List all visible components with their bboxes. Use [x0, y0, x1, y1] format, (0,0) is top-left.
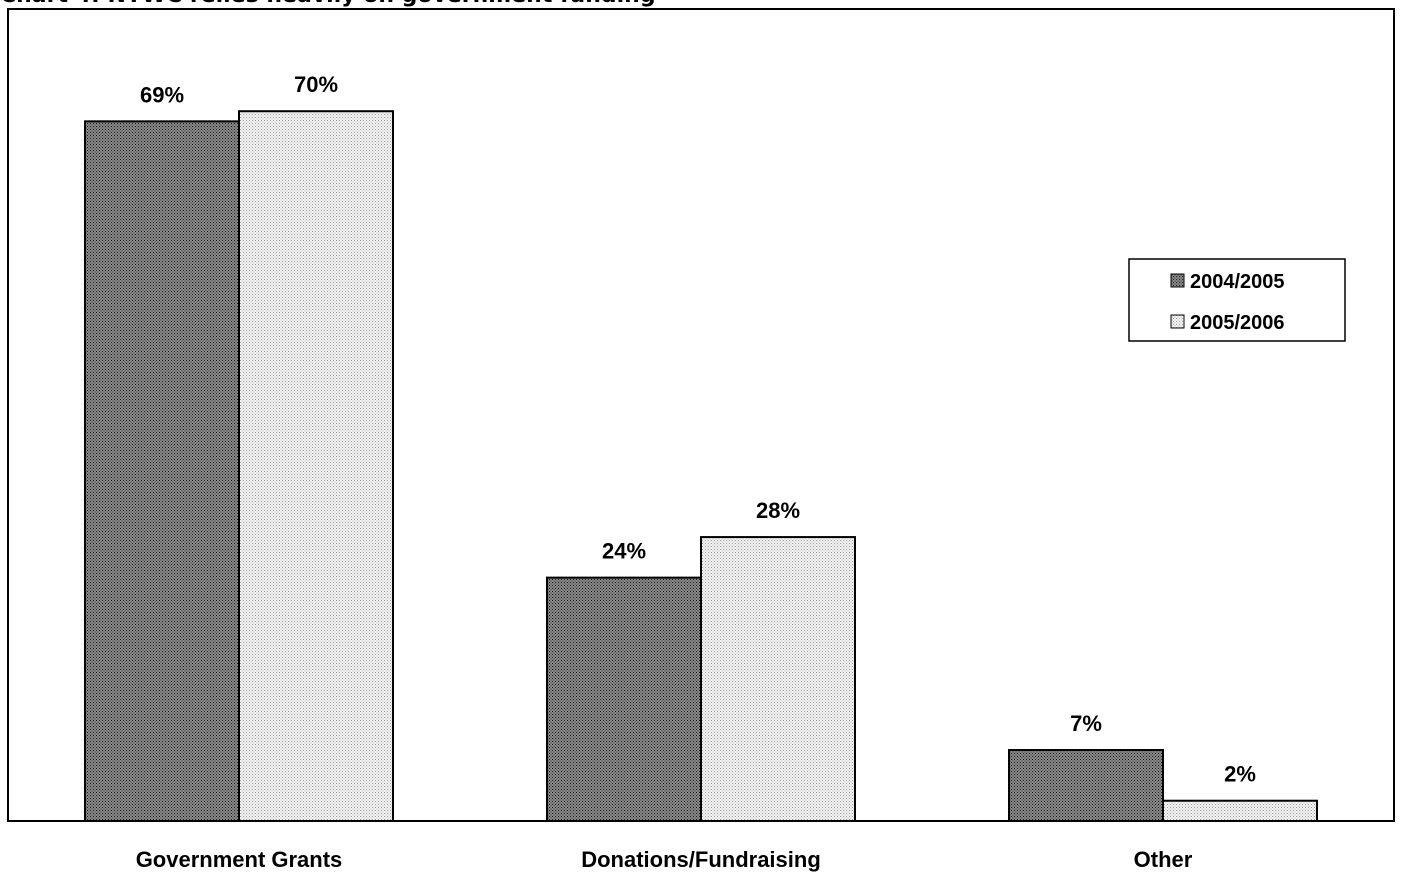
- data-label: 70%: [294, 72, 338, 97]
- data-label: 24%: [602, 539, 646, 564]
- category-label: Government Grants: [136, 847, 343, 872]
- category-label: Donations/Fundraising: [581, 847, 821, 872]
- legend-box: [1128, 258, 1346, 342]
- data-label: 2%: [1224, 762, 1256, 787]
- data-label: 7%: [1070, 711, 1102, 736]
- bar-2005-2006-donations-fundraising: [700, 536, 856, 823]
- legend-swatch-2005-2006: [1170, 314, 1185, 329]
- bar-2005-2006-other: [1162, 799, 1318, 822]
- legend: 2004/2005 2005/2006: [1128, 258, 1346, 342]
- chart-title: Chart 4: NYWC relies heavily on governme…: [0, 0, 656, 8]
- legend-label-2005-2006: 2005/2006: [1190, 312, 1285, 334]
- bar-2005-2006-government-grants: [238, 110, 394, 822]
- bar-2004-2005-donations-fundraising: [546, 576, 702, 823]
- data-label: 69%: [140, 82, 184, 107]
- bar-2004-2005-government-grants: [84, 120, 240, 822]
- bar-2004-2005-other: [1008, 749, 1164, 823]
- data-label: 28%: [756, 498, 800, 523]
- category-label: Other: [1134, 847, 1193, 872]
- legend-swatch-2004-2005: [1170, 273, 1185, 288]
- legend-label-2004-2005: 2004/2005: [1190, 271, 1285, 293]
